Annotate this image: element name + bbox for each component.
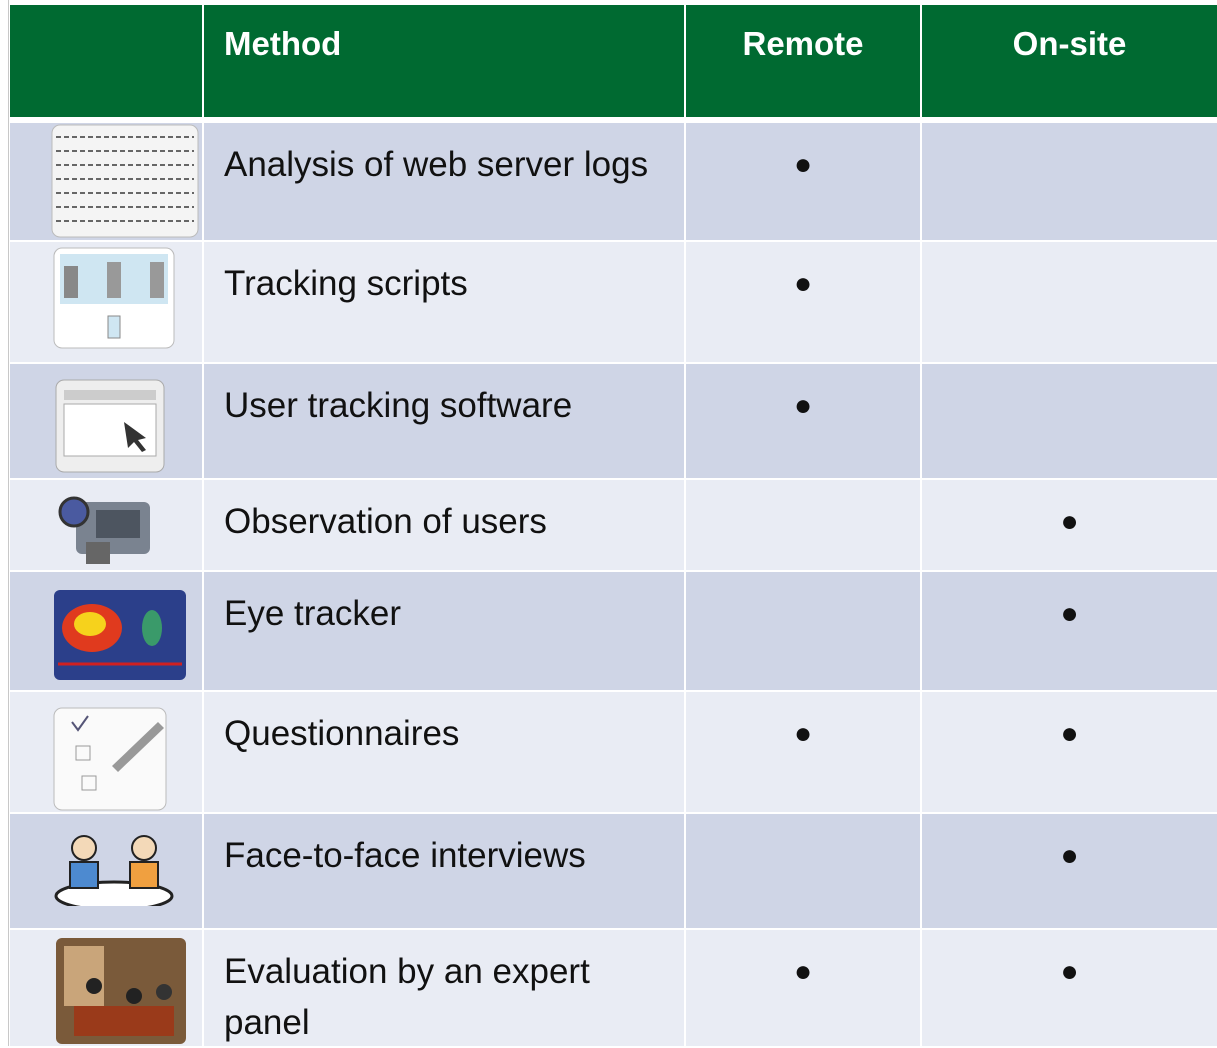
mark-cell — [922, 364, 1217, 478]
header-cell — [10, 5, 202, 117]
mark-cell — [686, 572, 920, 690]
method-cell: User tracking software — [204, 364, 684, 478]
mark-cell: ● — [686, 930, 920, 1046]
mark-cell — [686, 480, 920, 570]
mark-cell: ● — [922, 930, 1217, 1046]
mark-cell: ● — [922, 572, 1217, 690]
method-cell: Questionnaires — [204, 692, 684, 812]
mark-cell — [922, 123, 1217, 240]
method-icon — [51, 124, 199, 238]
mark-cell: ● — [686, 692, 920, 812]
mark-cell: ● — [686, 364, 920, 478]
method-icon — [56, 938, 186, 1044]
header-cell: Remote — [686, 5, 920, 117]
method-icon — [53, 247, 175, 349]
method-cell: Eye tracker — [204, 572, 684, 690]
mark-cell: ● — [922, 480, 1217, 570]
method-icon — [58, 496, 150, 564]
mark-cell — [922, 242, 1217, 362]
method-icon — [55, 379, 165, 473]
mark-cell: ● — [922, 814, 1217, 928]
method-cell: Tracking scripts — [204, 242, 684, 362]
method-icon — [53, 707, 167, 811]
method-cell: Evaluation by an expert panel — [204, 930, 684, 1046]
method-cell: Observation of users — [204, 480, 684, 570]
header-cell: On-site — [922, 5, 1217, 117]
mark-cell: ● — [922, 692, 1217, 812]
header-cell: Method — [204, 5, 684, 117]
mark-cell: ● — [686, 242, 920, 362]
method-cell: Analysis of web server logs — [204, 123, 684, 240]
method-cell: Face-to-face interviews — [204, 814, 684, 928]
mark-cell — [686, 814, 920, 928]
mark-cell: ● — [686, 123, 920, 240]
method-icon — [54, 835, 174, 906]
edge-line — [8, 0, 9, 1046]
method-icon — [54, 590, 186, 680]
icon-cell — [10, 814, 202, 928]
